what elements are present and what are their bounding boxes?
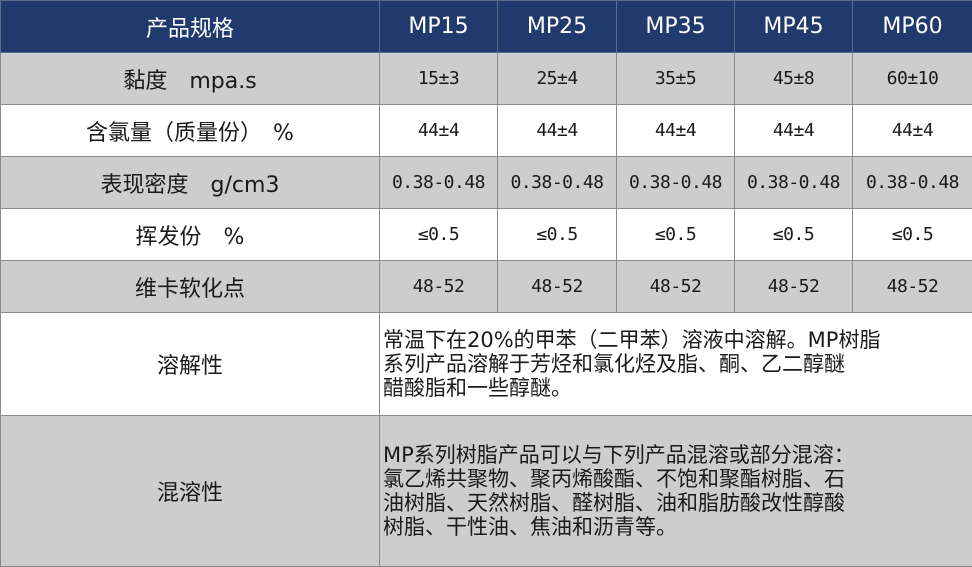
cell-value: 44±4 (617, 105, 735, 157)
cell-value: 44±4 (380, 105, 498, 157)
cell-value: 48-52 (498, 261, 617, 313)
cell-value: ≤0.5 (380, 209, 498, 261)
header-model: MP25 (498, 1, 617, 53)
cell-value: 48-52 (380, 261, 498, 313)
cell-value: 48-52 (735, 261, 853, 313)
cell-value: ≤0.5 (735, 209, 853, 261)
text-line: 常温下在20%的甲苯（二甲苯）溶液中溶解。MP树脂 (383, 328, 972, 352)
text-line: 树脂、干性油、焦油和沥青等。 (383, 515, 972, 539)
row-volatiles: 挥发份 %≤0.5≤0.5≤0.5≤0.5≤0.5 (1, 209, 972, 261)
cell-value: 35±5 (617, 53, 735, 105)
header-model: MP45 (735, 1, 853, 53)
header-spec-label: 产品规格 (1, 1, 380, 53)
compatibility-description: MP系列树脂产品可以与下列产品混溶或部分混溶：氯乙烯共聚物、聚丙烯酸酯、不饱和聚… (380, 416, 972, 567)
row-label: 含氯量（质量份） % (1, 105, 380, 157)
text-line: 系列产品溶解于芳烃和氯化烃及脂、酮、乙二醇醚 (383, 352, 972, 376)
row-label: 维卡软化点 (1, 261, 380, 313)
cell-value: 0.38-0.48 (735, 157, 853, 209)
cell-value: ≤0.5 (617, 209, 735, 261)
text-line: 醋酸脂和一些醇醚。 (383, 376, 972, 400)
row-label: 表现密度 g/cm3 (1, 157, 380, 209)
cell-value: 15±3 (380, 53, 498, 105)
cell-value: ≤0.5 (853, 209, 972, 261)
row-label: 挥发份 % (1, 209, 380, 261)
cell-value: 0.38-0.48 (617, 157, 735, 209)
cell-value: 60±10 (853, 53, 972, 105)
cell-value: 44±4 (498, 105, 617, 157)
text-line: MP系列树脂产品可以与下列产品混溶或部分混溶： (383, 443, 972, 467)
row-label: 混溶性 (1, 416, 380, 567)
header-model: MP15 (380, 1, 498, 53)
row-label: 黏度 mpa.s (1, 53, 380, 105)
cell-value: ≤0.5 (498, 209, 617, 261)
cell-value: 44±4 (735, 105, 853, 157)
row-solubility: 溶解性常温下在20%的甲苯（二甲苯）溶液中溶解。MP树脂系列产品溶解于芳烃和氯化… (1, 313, 972, 416)
text-line: 氯乙烯共聚物、聚丙烯酸酯、不饱和聚酯树脂、石 (383, 467, 972, 491)
cell-value: 25±4 (498, 53, 617, 105)
header-model: MP60 (853, 1, 972, 53)
header-row: 产品规格 MP15 MP25 MP35 MP45 MP60 (1, 1, 972, 53)
cell-value: 48-52 (617, 261, 735, 313)
row-label: 溶解性 (1, 313, 380, 416)
cell-value: 0.38-0.48 (498, 157, 617, 209)
text-line: 油树脂、天然树脂、醛树脂、油和脂肪酸改性醇酸 (383, 491, 972, 515)
cell-value: 48-52 (853, 261, 972, 313)
cell-value: 0.38-0.48 (380, 157, 498, 209)
solubility-description: 常温下在20%的甲苯（二甲苯）溶液中溶解。MP树脂系列产品溶解于芳烃和氯化烃及脂… (380, 313, 972, 416)
header-model: MP35 (617, 1, 735, 53)
cell-value: 44±4 (853, 105, 972, 157)
cell-value: 0.38-0.48 (853, 157, 972, 209)
cell-value: 45±8 (735, 53, 853, 105)
